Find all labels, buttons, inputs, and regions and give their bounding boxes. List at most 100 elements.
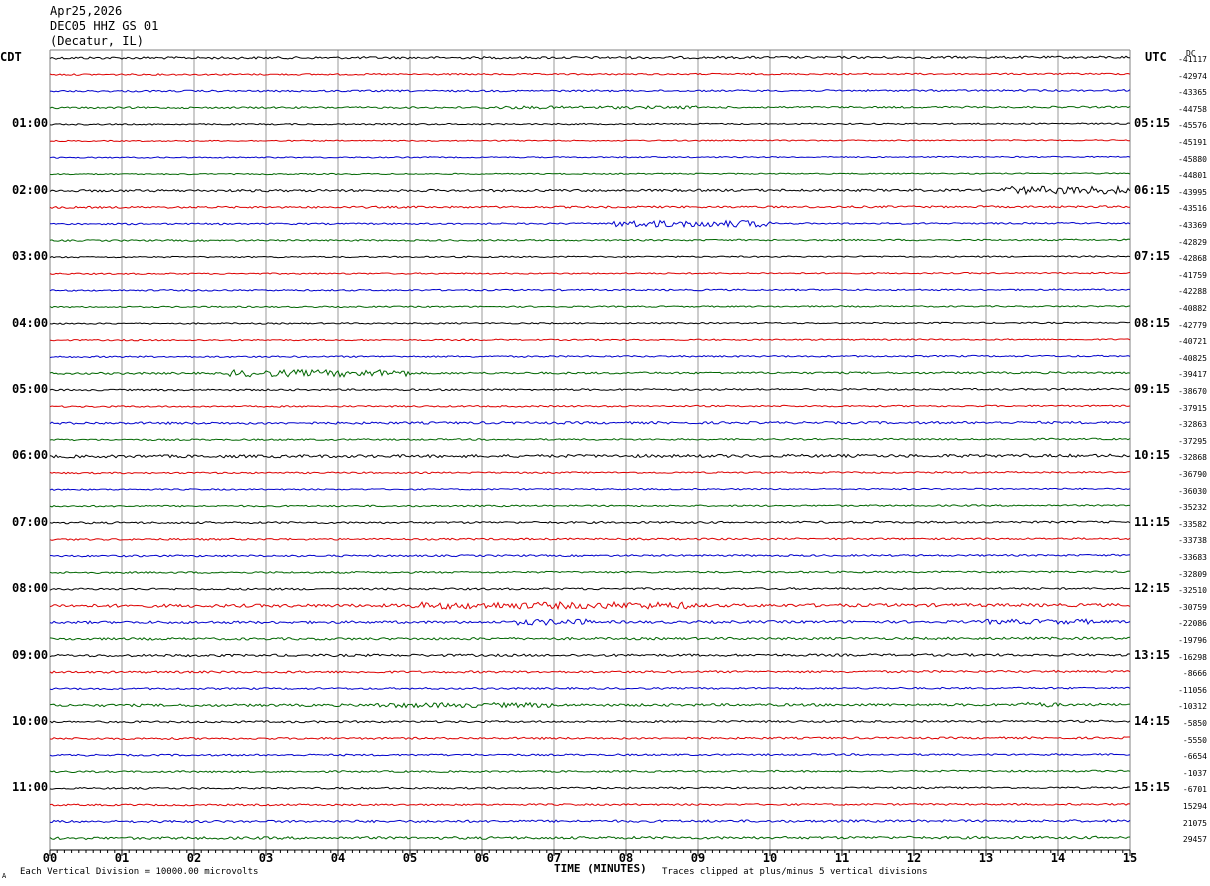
x-tick-label: 02 (186, 851, 202, 865)
dc-offset-label: -5550 (1182, 735, 1207, 745)
dc-offset-label: -40882 (1178, 304, 1207, 313)
dc-offset-label: 21075 (1182, 818, 1207, 828)
right-hour-label: 11:15 (1134, 514, 1171, 529)
x-tick-label: 08 (618, 851, 634, 865)
right-hour-label: 07:15 (1134, 249, 1171, 264)
trace-29 (49, 520, 1131, 525)
dc-offset-label: -5850 (1182, 719, 1207, 728)
trace-26 (49, 470, 1131, 475)
right-hour-label: 05:15 (1134, 116, 1171, 131)
dc-offset-label: 15294 (1182, 802, 1207, 811)
dc-offset-label: -43369 (1178, 221, 1207, 230)
dc-offset-label: -43516 (1178, 204, 1207, 214)
trace-3 (49, 88, 1131, 93)
x-tick-label: 05 (402, 851, 418, 865)
trace-25 (49, 453, 1131, 459)
dc-offset-label: -32863 (1178, 420, 1207, 430)
trace-23 (49, 420, 1131, 426)
seismic-traces (49, 55, 1131, 841)
x-tick-label: 06 (474, 851, 490, 865)
trace-27 (49, 487, 1131, 491)
left-hour-label: 01:00 (12, 116, 49, 131)
right-hour-label: 06:15 (1134, 182, 1171, 197)
trace-18 (49, 338, 1131, 342)
x-tick-label: 03 (258, 851, 274, 865)
dc-offset-label: 29457 (1182, 835, 1207, 845)
dc-offset-label: -40721 (1178, 337, 1207, 347)
dc-offset-label: -42829 (1178, 237, 1207, 247)
dc-offset-label: -37295 (1178, 436, 1207, 446)
trace-12 (49, 238, 1131, 242)
station-location: (Decatur, IL) (50, 34, 144, 48)
dc-offset-label: -40825 (1178, 353, 1207, 363)
dc-offset-label: -19796 (1178, 636, 1207, 645)
dc-offset-label: -6701 (1182, 785, 1207, 795)
dc-offset-label: -33738 (1178, 536, 1207, 546)
trace-28 (49, 504, 1130, 508)
dc-offset-label: -42868 (1178, 254, 1207, 264)
trace-17 (49, 321, 1131, 325)
corner-mark: A (2, 872, 7, 880)
right-hour-label: 09:15 (1134, 382, 1171, 396)
dc-offset-label: -44758 (1178, 104, 1207, 114)
dc-offset-label: -42779 (1178, 320, 1207, 330)
dc-offset-label: -30759 (1178, 602, 1207, 612)
dc-offset-label: -42288 (1178, 287, 1207, 297)
trace-8 (49, 172, 1131, 176)
trace-9 (49, 184, 1131, 196)
x-tick-label: 10 (762, 851, 778, 865)
right-hour-label: 12:15 (1134, 581, 1171, 596)
trace-37 (49, 653, 1131, 658)
plot-date: Apr25,2026 (50, 4, 123, 18)
trace-24 (49, 437, 1131, 442)
dc-offset-label: -22086 (1178, 619, 1207, 629)
trace-44 (49, 769, 1131, 774)
x-tick-label: 13 (978, 851, 994, 865)
trace-38 (49, 669, 1131, 674)
trace-42 (49, 736, 1130, 741)
right-hour-label: 14:15 (1134, 714, 1171, 728)
dc-offset-label: -32809 (1178, 569, 1207, 579)
x-tick-label: 15 (1122, 851, 1138, 865)
dc-offset-label: -39417 (1178, 370, 1207, 380)
x-tick-label: 11 (834, 851, 850, 865)
left-hour-label: 11:00 (12, 780, 49, 795)
trace-14 (49, 271, 1131, 275)
left-hour-label: 08:00 (12, 581, 49, 596)
x-tick-label: 04 (330, 851, 346, 865)
left-hour-label: 09:00 (12, 647, 49, 662)
trace-13 (49, 255, 1131, 259)
trace-16 (49, 305, 1131, 309)
left-hour-label: 07:00 (12, 514, 49, 529)
left-hour-label: 10:00 (12, 714, 49, 728)
dc-offset-label: -1037 (1182, 768, 1207, 778)
clip-note: Traces clipped at plus/minus 5 vertical … (662, 867, 928, 877)
left-hour-label: 03:00 (12, 249, 49, 264)
left-timezone: CDT (0, 50, 22, 64)
left-hour-label: 06:00 (12, 448, 49, 463)
trace-45 (49, 786, 1130, 790)
dc-offset-label: -32510 (1178, 586, 1207, 596)
dc-label: DC (1186, 49, 1196, 58)
left-hour-label: 05:00 (12, 382, 49, 396)
dc-offset-label: -33582 (1178, 519, 1207, 529)
x-axis-ticks (49, 850, 1131, 856)
trace-6 (49, 139, 1131, 143)
trace-48 (49, 835, 1131, 841)
trace-32 (49, 570, 1131, 575)
dc-offset-label: -38670 (1178, 387, 1207, 396)
right-timezone: UTC (1145, 50, 1167, 64)
trace-40 (49, 701, 1131, 709)
dc-offset-label: -41759 (1178, 270, 1207, 280)
trace-47 (49, 819, 1131, 824)
trace-33 (49, 586, 1131, 591)
trace-5 (49, 122, 1131, 126)
dc-offset-label: -44801 (1178, 171, 1207, 181)
trace-30 (49, 537, 1131, 541)
dc-offset-label: -6654 (1182, 752, 1207, 762)
trace-7 (49, 155, 1131, 159)
trace-11 (50, 219, 1131, 228)
right-hour-label: 13:15 (1134, 647, 1171, 662)
x-tick-label: 07 (546, 851, 562, 865)
trace-1 (49, 55, 1131, 60)
